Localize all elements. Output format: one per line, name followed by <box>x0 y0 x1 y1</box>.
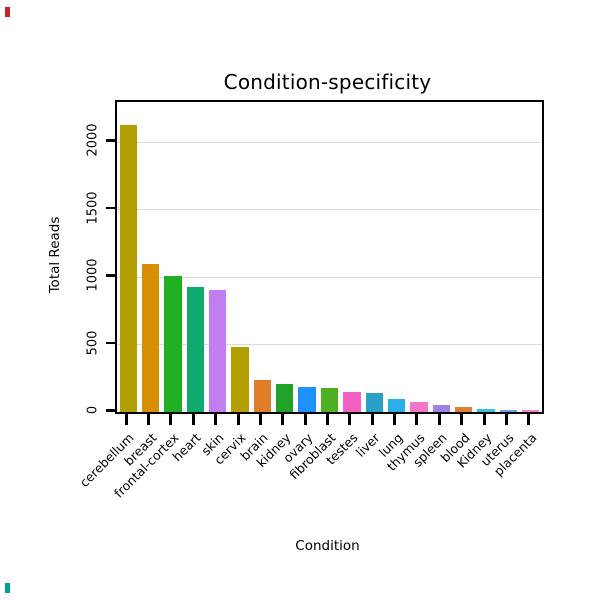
bar-lung <box>387 398 406 412</box>
y-tick-mark <box>106 274 115 277</box>
x-tick-mark <box>482 414 486 425</box>
x-tick-mark <box>147 414 151 425</box>
bar-cervix <box>231 347 249 412</box>
y-tick-label: 0 <box>85 405 101 415</box>
bar-thymus <box>410 401 428 412</box>
x-tick-mark <box>393 414 397 425</box>
gridline <box>117 276 542 278</box>
plot-area <box>115 100 544 414</box>
chart-title: Condition-specificity <box>223 70 432 94</box>
bar-blood <box>455 406 473 412</box>
bar-brain <box>253 379 272 412</box>
x-tick-mark <box>437 414 441 425</box>
y-tick-label: 1000 <box>85 258 101 292</box>
gridline <box>117 209 542 211</box>
bar-placenta <box>522 410 540 412</box>
y-tick-label: 500 <box>85 330 101 356</box>
x-tick-mark <box>348 414 352 425</box>
x-tick-mark <box>236 414 240 425</box>
x-tick-mark <box>527 414 531 425</box>
gridline <box>117 344 542 346</box>
corner-marker-bottom <box>5 583 10 593</box>
x-tick-mark <box>124 414 128 425</box>
x-tick-mark <box>191 414 195 425</box>
bar-fibroblast <box>320 388 339 412</box>
bar-kidney <box>276 383 294 412</box>
x-tick-mark <box>281 414 285 425</box>
bar-ovary <box>298 387 316 412</box>
y-tick-mark <box>106 206 115 210</box>
bar-uterus <box>499 409 518 412</box>
y-axis-label: Total Reads <box>47 216 63 294</box>
x-tick-mark <box>169 414 173 425</box>
x-tick-mark <box>303 414 307 425</box>
x-tick-mark <box>258 414 262 425</box>
x-tick-mark <box>214 414 218 425</box>
y-tick-mark <box>106 341 115 345</box>
y-tick-label: 1500 <box>85 191 101 225</box>
x-tick-mark <box>460 414 464 425</box>
x-tick-mark <box>370 414 374 425</box>
bar-skin <box>208 290 227 412</box>
x-axis-label: Condition <box>295 538 360 554</box>
gridline <box>117 141 542 143</box>
y-tick-label: 2000 <box>85 123 101 157</box>
x-tick-mark <box>326 414 329 425</box>
bar-liver <box>365 393 383 412</box>
bar-spleen <box>432 404 451 412</box>
bar-testes <box>343 392 361 412</box>
bar-frontal-cortex <box>164 275 182 412</box>
corner-marker-top <box>5 7 10 17</box>
x-tick-mark <box>504 414 508 425</box>
bar-cerebellum <box>119 124 137 412</box>
x-tick-mark <box>415 414 419 425</box>
bar-kidney <box>477 408 495 412</box>
y-tick-mark <box>106 409 115 412</box>
bar-breast <box>141 263 160 412</box>
bar-heart <box>186 286 204 412</box>
y-tick-mark <box>106 139 115 142</box>
